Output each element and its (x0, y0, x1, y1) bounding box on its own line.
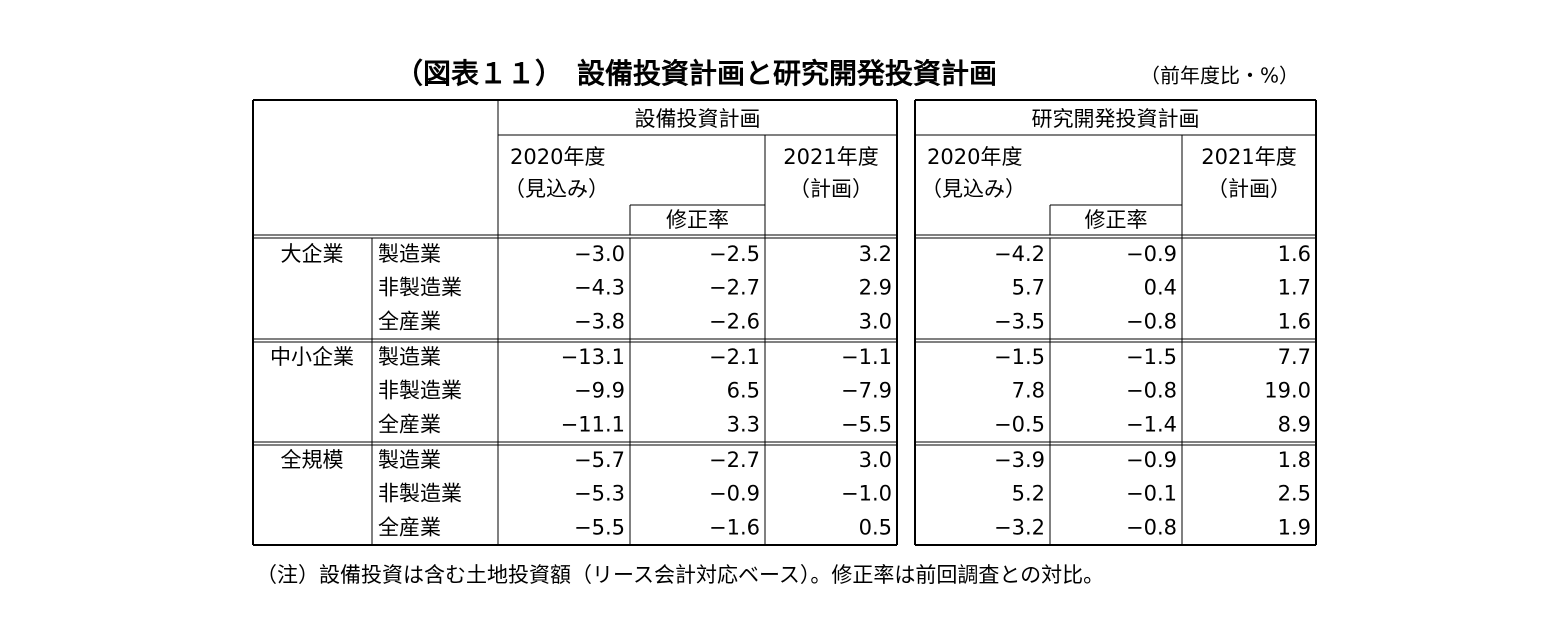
column-header: 修正率 (666, 208, 729, 232)
column-header: 2021年度 (1201, 145, 1296, 169)
cell-value: −2.7 (709, 448, 760, 472)
cell-value: −5.3 (574, 482, 625, 506)
cell-value: 2.9 (859, 276, 892, 300)
column-header: （見込み） (504, 177, 609, 201)
cell-value: 5.2 (1012, 482, 1045, 506)
column-header: （計画） (1207, 177, 1291, 201)
cell-value: −2.1 (709, 345, 760, 369)
cell-value: 3.2 (859, 242, 892, 266)
cell-value: −4.2 (994, 242, 1045, 266)
cell-value: 0.4 (1144, 276, 1177, 300)
cell-value: −11.1 (561, 412, 625, 436)
cell-value: −0.5 (994, 412, 1045, 436)
cell-value: 1.6 (1278, 242, 1311, 266)
cell-value: −0.9 (1126, 242, 1177, 266)
cell-value: −2.5 (709, 242, 760, 266)
cell-value: 1.9 (1278, 515, 1311, 539)
cell-value: −3.5 (994, 309, 1045, 333)
cell-value: −1.1 (841, 345, 892, 369)
cell-value: 1.8 (1278, 448, 1311, 472)
cell-value: −3.2 (994, 515, 1045, 539)
cell-value: 2.5 (1278, 482, 1311, 506)
cell-value: 3.0 (859, 309, 892, 333)
cell-value: −5.7 (574, 448, 625, 472)
row-group-label: 中小企業 (270, 345, 354, 369)
row-label: 全産業 (378, 412, 441, 436)
row-label: 製造業 (378, 242, 441, 266)
row-label: 製造業 (378, 448, 441, 472)
cell-value: 3.3 (727, 412, 760, 436)
cell-value: −0.8 (1126, 309, 1177, 333)
cell-value: 1.7 (1278, 276, 1311, 300)
group-title: 設備投資計画 (635, 107, 761, 131)
title: （図表１１） 設備投資計画と研究開発投資計画 (395, 57, 997, 90)
cell-value: −7.9 (841, 379, 892, 403)
row-label: 非製造業 (378, 276, 462, 300)
group-title: 研究開発投資計画 (1032, 107, 1200, 131)
cell-value: −4.3 (574, 276, 625, 300)
column-header: 2020年度 (510, 145, 605, 169)
cell-value: −13.1 (561, 345, 625, 369)
cell-value: −0.1 (1126, 482, 1177, 506)
cell-value: −0.8 (1126, 379, 1177, 403)
column-header: 修正率 (1085, 208, 1148, 232)
cell-value: 7.7 (1278, 345, 1311, 369)
cell-value: −2.6 (709, 309, 760, 333)
row-label: 製造業 (378, 345, 441, 369)
cell-value: 6.5 (727, 379, 760, 403)
cell-value: −1.6 (709, 515, 760, 539)
cell-value: −1.4 (1126, 412, 1177, 436)
cell-value: −0.9 (709, 482, 760, 506)
cell-value: −0.8 (1126, 515, 1177, 539)
column-header: 2021年度 (783, 145, 878, 169)
row-label: 全産業 (378, 309, 441, 333)
cell-value: −1.0 (841, 482, 892, 506)
cell-value: 5.7 (1012, 276, 1045, 300)
row-group-label: 全規模 (281, 448, 344, 472)
cell-value: −3.0 (574, 242, 625, 266)
cell-value: −0.9 (1126, 448, 1177, 472)
cell-value: −1.5 (994, 345, 1045, 369)
column-header: 2020年度 (927, 145, 1022, 169)
row-group-label: 大企業 (281, 242, 344, 266)
row-label: 非製造業 (378, 379, 462, 403)
row-label: 非製造業 (378, 482, 462, 506)
cell-value: −3.8 (574, 309, 625, 333)
row-label: 全産業 (378, 515, 441, 539)
cell-value: 1.6 (1278, 309, 1311, 333)
column-header: （計画） (789, 177, 873, 201)
cell-value: 19.0 (1264, 379, 1311, 403)
cell-value: 7.8 (1012, 379, 1045, 403)
cell-value: 0.5 (859, 515, 892, 539)
cell-value: 8.9 (1278, 412, 1311, 436)
cell-value: −1.5 (1126, 345, 1177, 369)
cell-value: −9.9 (574, 379, 625, 403)
unit: （前年度比・%） (1140, 64, 1299, 88)
note: （注）設備投資は含む土地投資額（リース会計対応ベース）。修正率は前回調査との対比… (256, 563, 1104, 587)
cell-value: −5.5 (841, 412, 892, 436)
cell-value: −3.9 (994, 448, 1045, 472)
cell-value: 3.0 (859, 448, 892, 472)
cell-value: −2.7 (709, 276, 760, 300)
column-header: （見込み） (921, 177, 1026, 201)
cell-value: −5.5 (574, 515, 625, 539)
